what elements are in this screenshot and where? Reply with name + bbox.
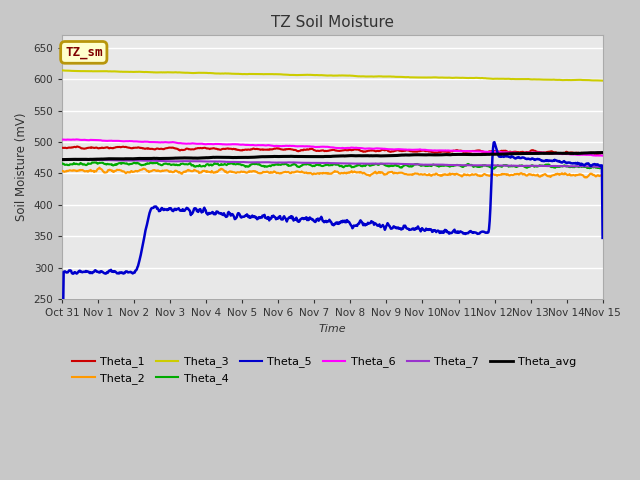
Theta_5 <box>524 156 532 161</box>
Theta_1 <box>599 150 607 156</box>
Theta_7 <box>387 161 395 167</box>
Theta_6 <box>403 147 411 153</box>
Theta_1 <box>593 151 601 157</box>
Line: Theta_1: Theta_1 <box>62 146 603 154</box>
Theta_2 <box>524 172 532 178</box>
Theta_1 <box>373 148 381 154</box>
Theta_5 <box>468 229 476 235</box>
Theta_4 <box>525 164 532 170</box>
Theta_2 <box>469 172 477 178</box>
Line: Theta_7: Theta_7 <box>62 159 603 167</box>
Theta_3 <box>372 73 380 79</box>
Theta_3 <box>387 73 394 79</box>
Theta_1 <box>469 148 477 154</box>
Theta_7 <box>58 156 66 162</box>
Theta_1 <box>74 144 81 149</box>
Theta_2 <box>373 171 381 177</box>
X-axis label: Time: Time <box>319 324 346 334</box>
Theta_6 <box>373 145 381 151</box>
Theta_5 <box>599 235 607 241</box>
Theta_6 <box>469 148 477 154</box>
Line: Theta_avg: Theta_avg <box>62 153 603 159</box>
Theta_4 <box>469 163 477 169</box>
Theta_7 <box>92 157 100 163</box>
Theta_7 <box>403 161 411 167</box>
Theta_7 <box>373 161 381 167</box>
Theta_4 <box>403 163 411 168</box>
Line: Theta_6: Theta_6 <box>62 139 603 156</box>
Theta_2 <box>58 168 66 174</box>
Theta_3 <box>58 68 66 73</box>
Line: Theta_5: Theta_5 <box>62 142 603 364</box>
Title: TZ Soil Moisture: TZ Soil Moisture <box>271 15 394 30</box>
Theta_6 <box>524 150 532 156</box>
Theta_avg <box>372 153 380 158</box>
Theta_4 <box>387 163 395 168</box>
Theta_3 <box>524 76 531 82</box>
Theta_avg <box>468 152 476 157</box>
Theta_4 <box>373 161 381 167</box>
Theta_avg <box>387 153 394 158</box>
Legend: Theta_1, Theta_2, Theta_3, Theta_4, Theta_5, Theta_6, Theta_7, Theta_avg: Theta_1, Theta_2, Theta_3, Theta_4, Thet… <box>68 352 580 388</box>
Theta_2 <box>403 172 411 178</box>
Theta_7 <box>596 164 604 170</box>
Theta_5 <box>372 221 380 227</box>
Theta_7 <box>599 164 607 170</box>
Theta_5 <box>387 225 394 230</box>
Theta_1 <box>58 145 66 151</box>
Theta_5 <box>58 361 66 367</box>
Text: TZ_sm: TZ_sm <box>65 46 102 59</box>
Theta_7 <box>524 163 532 169</box>
Theta_3 <box>403 74 410 80</box>
Theta_7 <box>61 156 68 162</box>
Theta_1 <box>403 147 411 153</box>
Theta_2 <box>92 168 99 174</box>
Theta_6 <box>599 153 607 158</box>
Theta_2 <box>582 175 590 180</box>
Theta_4 <box>599 165 607 171</box>
Theta_4 <box>490 166 497 171</box>
Line: Theta_3: Theta_3 <box>62 71 603 81</box>
Theta_avg <box>92 156 99 162</box>
Theta_1 <box>524 149 532 155</box>
Theta_1 <box>387 149 395 155</box>
Theta_1 <box>92 144 100 150</box>
Theta_avg <box>599 150 607 156</box>
Theta_4 <box>90 159 98 165</box>
Theta_5 <box>490 139 498 145</box>
Line: Theta_4: Theta_4 <box>62 162 603 168</box>
Theta_6 <box>73 136 81 142</box>
Theta_3 <box>468 75 476 81</box>
Theta_6 <box>387 146 395 152</box>
Theta_3 <box>599 78 607 84</box>
Theta_2 <box>96 165 104 170</box>
Line: Theta_2: Theta_2 <box>62 168 603 178</box>
Y-axis label: Soil Moisture (mV): Soil Moisture (mV) <box>15 113 28 221</box>
Theta_6 <box>92 137 100 143</box>
Theta_7 <box>469 163 477 168</box>
Theta_5 <box>92 267 99 273</box>
Theta_avg <box>524 151 531 156</box>
Theta_2 <box>599 173 607 179</box>
Theta_5 <box>403 225 410 231</box>
Theta_3 <box>92 68 99 74</box>
Theta_4 <box>92 159 100 165</box>
Theta_avg <box>58 156 66 162</box>
Theta_avg <box>403 152 410 158</box>
Theta_6 <box>58 137 66 143</box>
Theta_2 <box>387 169 395 175</box>
Theta_4 <box>58 161 66 167</box>
